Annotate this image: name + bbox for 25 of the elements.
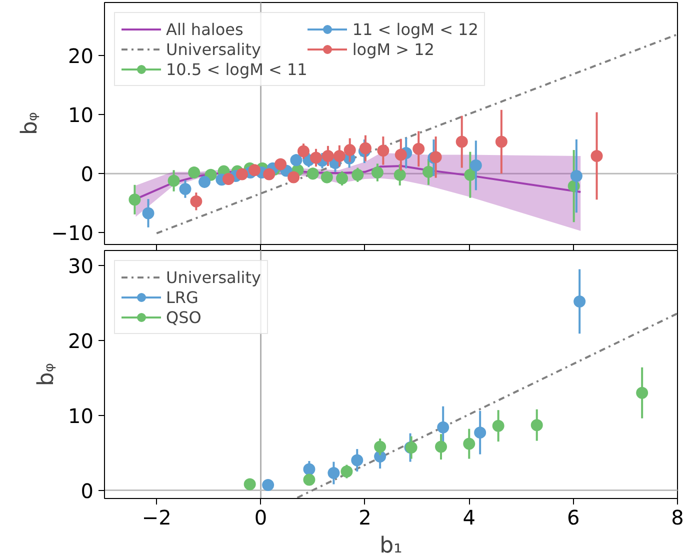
y-tick-label: 0: [80, 478, 94, 503]
x-tick-label: 4: [462, 506, 476, 530]
y-tick-label: 10: [68, 404, 94, 428]
x-axis-title: b₁: [380, 534, 402, 558]
legend-label: Universality: [166, 268, 261, 286]
y-tick-label: 20: [68, 328, 94, 353]
legend-label: 11 < logM < 12: [352, 20, 478, 38]
legend-label: All haloes: [166, 20, 244, 38]
x-tick-label: −2: [142, 506, 172, 530]
y-axis-title: bᵩ: [17, 112, 42, 136]
legend-label: Universality: [166, 40, 261, 58]
y-tick-label: 20: [68, 44, 94, 68]
y-tick-label: 0: [80, 162, 94, 186]
y-tick-label: −10: [51, 221, 94, 246]
y-axis-title: bᵩ: [34, 362, 60, 386]
x-tick-label: 6: [566, 506, 580, 530]
legend-label: QSO: [166, 308, 202, 326]
legend-label: LRG: [166, 288, 198, 306]
x-tick-label: 8: [671, 506, 684, 530]
x-tick-label: 0: [254, 506, 268, 530]
y-tick-label: 10: [68, 103, 94, 128]
x-tick-label: 2: [358, 506, 372, 530]
legend-label: 10.5 < logM < 11: [166, 60, 308, 78]
legend-label: logM > 12: [352, 40, 434, 58]
y-tick-label: 30: [68, 254, 94, 278]
